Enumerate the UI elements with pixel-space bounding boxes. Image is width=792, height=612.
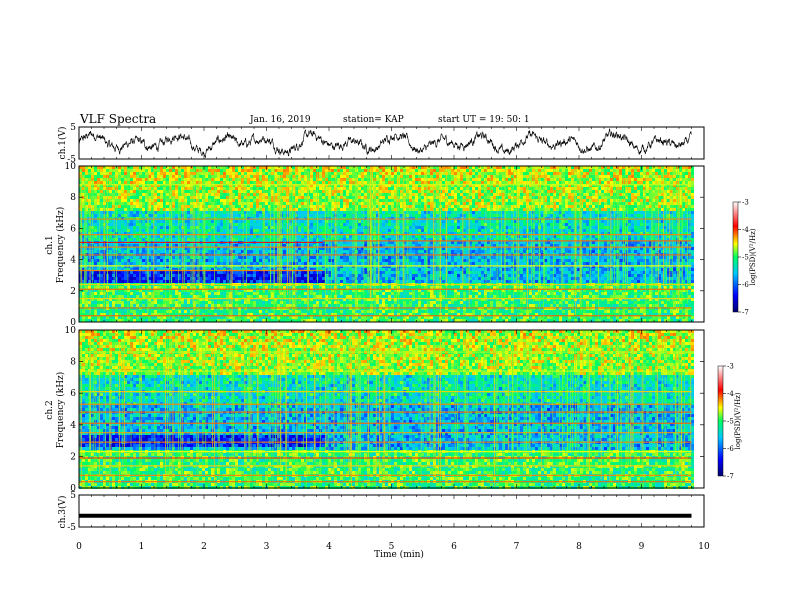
ch3-voltage-ytick-label: 5 xyxy=(70,491,76,501)
start-time-label: start UT = 19: 50: 1 xyxy=(438,115,530,125)
ch2-spectrogram-ytick-label: 10 xyxy=(65,326,77,336)
ch1-colorbar-tick-label: -5 xyxy=(742,254,749,262)
ch1-colorbar-tick-label: -3 xyxy=(742,199,749,207)
time-tick-label: 8 xyxy=(576,542,582,552)
ch3-voltage-ytick-label: -5 xyxy=(67,523,76,533)
ch2-spectrogram-ytick-label: 6 xyxy=(70,389,76,399)
ch1-spectrogram-ytick-label: 0 xyxy=(70,318,76,328)
time-tick-label: 1 xyxy=(139,542,145,552)
date-label: Jan. 16, 2019 xyxy=(249,115,311,125)
time-tick-label: 0 xyxy=(76,542,82,552)
ch1-spectrum-axis-label: ch.1 xyxy=(45,235,55,254)
ch1-waveform-trace xyxy=(78,128,692,158)
ch1-colorbar-label: log(PSD)(V²/Hz) xyxy=(749,228,757,285)
time-tick-label: 9 xyxy=(639,542,645,552)
ch2-colorbar-tick-label: -3 xyxy=(727,363,734,371)
ch1-voltage-axis-label: ch.1(V) xyxy=(57,127,68,160)
ch1-spectrogram-ytick-label: 6 xyxy=(70,224,76,234)
ch1-waveform-panel: 5 -5 xyxy=(67,123,705,165)
ch1-colorbar-tick-label: -7 xyxy=(742,309,749,317)
ch1-frequency-axis-label: Frequency (kHz) xyxy=(55,207,66,284)
time-axis: 0 1 2 3 4 5 6 7 8 9 10 xyxy=(76,542,710,552)
time-tick-label: 5 xyxy=(389,542,395,552)
ch2-spectrogram-ytick-label: 0 xyxy=(70,484,76,494)
ch1-spectrogram-ytick-label: 2 xyxy=(70,287,76,297)
ch2-frequency-axis-label: Frequency (kHz) xyxy=(55,372,66,449)
time-tick-label: 4 xyxy=(326,542,332,552)
ch1-voltage-ytick-label: 5 xyxy=(70,123,76,133)
ch2-spectrogram-ytick-label: 4 xyxy=(70,421,76,431)
time-tick-label: 10 xyxy=(698,542,710,552)
ch2-colorbar-label: log(PSD)(V²/Hz) xyxy=(734,392,742,449)
ch1-spectrogram-ytick-label: 10 xyxy=(65,162,77,172)
ch2-spectrogram-image xyxy=(79,330,694,489)
ch1-colorbar-tick-label: -4 xyxy=(742,226,749,234)
ch3-voltage-axis-label: ch.3(V) xyxy=(57,496,68,529)
time-axis-label: Time (min) xyxy=(374,549,424,560)
time-tick-label: 6 xyxy=(451,542,457,552)
ch2-colorbar-tick-label: -6 xyxy=(727,445,734,453)
station-label: station= KAP xyxy=(343,115,404,125)
chart-title: VLF Spectra xyxy=(79,112,156,126)
time-tick-label: 2 xyxy=(201,542,207,552)
time-tick-label: 7 xyxy=(514,542,520,552)
ch1-spectrogram-image xyxy=(79,166,694,322)
ch2-colorbar-tick-label: -7 xyxy=(727,473,734,481)
time-tick-label: 3 xyxy=(264,542,270,552)
ch1-colorbar-tick-label: -6 xyxy=(742,281,749,289)
ch2-spectrogram-ytick-label: 2 xyxy=(70,452,76,462)
ch1-spectrogram-panel: 0 2 4 6 8 10 xyxy=(65,162,705,328)
ch1-spectrogram-ytick-label: 8 xyxy=(70,193,76,203)
ch2-spectrogram-ytick-label: 8 xyxy=(70,358,76,368)
ch2-colorbar-tick-label: -5 xyxy=(727,418,734,426)
ch2-spectrogram-panel: 0 2 4 6 8 10 xyxy=(65,326,705,494)
ch1-voltage-ytick-label: -5 xyxy=(67,155,76,165)
ch3-waveform-panel: 5 -5 xyxy=(67,491,705,533)
ch1-spectrogram-ytick-label: 4 xyxy=(70,256,76,266)
ch2-colorbar-tick-label: -4 xyxy=(727,390,734,398)
ch2-spectrum-axis-label: ch.2 xyxy=(45,400,55,419)
